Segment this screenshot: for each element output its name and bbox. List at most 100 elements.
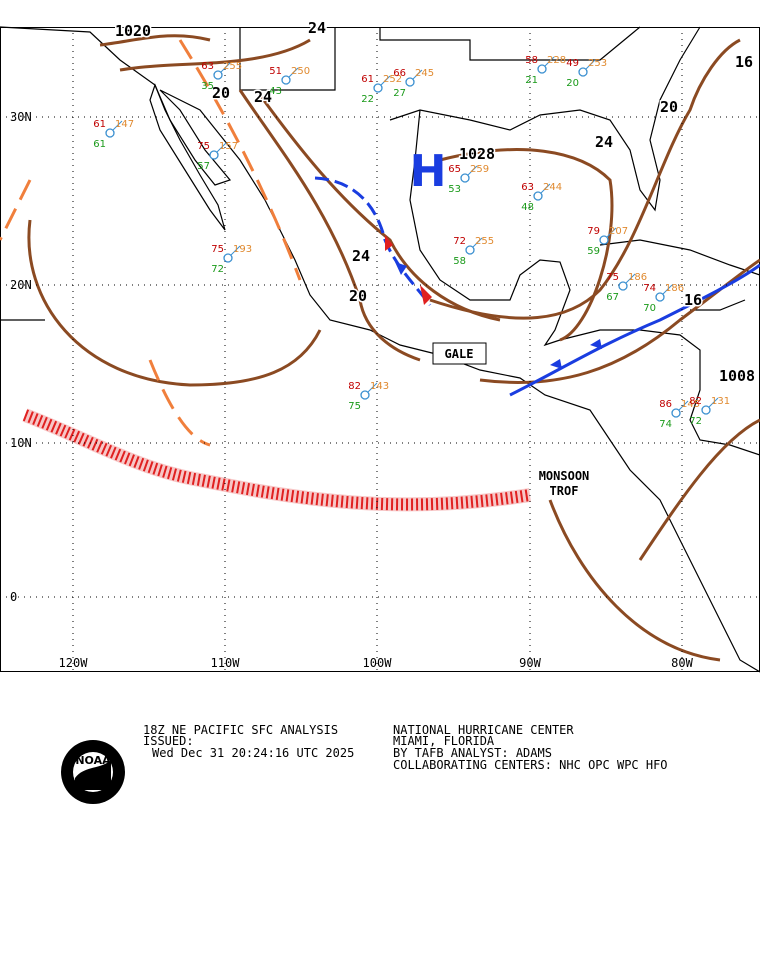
station-pressure: 147 — [115, 119, 134, 130]
station-pressure: 131 — [711, 396, 730, 407]
station-temp: 61 — [361, 74, 374, 85]
station-dew: 67 — [606, 292, 619, 303]
labels: 30N 20N 10N 0 120W 110W 100W 90W 80W 1020 24 20 24 10… — [10, 18, 757, 671]
footer-text: NATIONAL HURRICANE CENTER — [393, 723, 574, 737]
station-dew: 21 — [525, 75, 538, 86]
station-pressure: 228 — [547, 55, 566, 66]
trough-dashed — [0, 39, 302, 447]
station-pressure: 244 — [543, 182, 562, 193]
station-pressure: 255 — [475, 236, 494, 247]
isobar-label: 24 — [352, 247, 370, 265]
lat-label: 30N — [10, 110, 32, 124]
lon-label: 110W — [211, 656, 241, 670]
station-circle — [537, 64, 547, 74]
station-pressure: 259 — [470, 164, 489, 175]
station-temp: 61 — [93, 119, 106, 130]
isobar-label: 24 — [254, 88, 272, 106]
lat-label: 10N — [10, 436, 32, 450]
station-temp: 58 — [525, 55, 538, 66]
gale-label: GALE — [445, 347, 474, 361]
station-temp: 75 — [197, 141, 210, 152]
station-temp: 74 — [643, 283, 656, 294]
station-circle — [213, 70, 223, 80]
station-dew: 22 — [361, 94, 374, 105]
lon-label: 90W — [519, 656, 541, 670]
isobar-label: 16 — [735, 53, 753, 71]
station-dew: 74 — [659, 419, 672, 430]
lon-label: 100W — [363, 656, 393, 670]
station-circle — [209, 150, 219, 160]
station-temp: 75 — [211, 244, 224, 255]
station-circle — [460, 173, 470, 183]
station-dew: 48 — [521, 202, 534, 213]
monsoon-trough — [22, 409, 531, 511]
station-dew: 61 — [93, 139, 106, 150]
isobar-label: 1020 — [115, 22, 151, 40]
station-pressure: 255 — [223, 61, 242, 72]
footer-text: BY TAFB ANALYST: ADAMS — [393, 746, 552, 760]
station-pressure: 207 — [609, 226, 628, 237]
graticule — [0, 27, 760, 672]
station-temp: 49 — [566, 58, 579, 69]
station-temp: 82 — [689, 396, 702, 407]
station-temp: 86 — [659, 399, 672, 410]
station-circle — [671, 408, 681, 418]
station-pressure: 250 — [291, 66, 310, 77]
station-circle — [405, 77, 415, 87]
station-temp: 72 — [453, 236, 466, 247]
isobar-label: 20 — [660, 98, 678, 116]
station-temp: 63 — [521, 182, 534, 193]
isobar-label: 1028 — [459, 145, 495, 163]
isobar-label: 24 — [595, 133, 613, 151]
footer-text: Wed Dec 31 20:24:16 UTC 2025 — [152, 746, 354, 760]
footer-text: 18Z NE PACIFIC SFC ANALYSIS — [143, 723, 338, 737]
footer-text: MIAMI, FLORIDA — [393, 734, 495, 748]
station-circle — [655, 292, 665, 302]
station-pressure: 193 — [233, 244, 252, 255]
high-pressure: H — [410, 146, 447, 197]
station-dew: 59 — [587, 246, 600, 257]
monsoon-trough-band — [22, 408, 532, 512]
isobar-label: 20 — [349, 287, 367, 305]
station-pressure: 145 — [681, 399, 700, 410]
station-dew: 20 — [566, 78, 579, 89]
station-temp: 51 — [269, 66, 282, 77]
feature-label: MONSOON — [539, 469, 590, 483]
station-temp: 65 — [448, 164, 461, 175]
station-pressure: 157 — [219, 141, 238, 152]
station-circle — [281, 75, 291, 85]
station-temp: 82 — [348, 381, 361, 392]
station-circle — [105, 128, 115, 138]
noaa-logo — [61, 740, 125, 804]
lat-label: 0 — [10, 590, 17, 604]
lat-label: 20N — [10, 278, 32, 292]
lon-label: 120W — [59, 656, 89, 670]
lon-label: 80W — [671, 656, 693, 670]
station-circle — [465, 245, 475, 255]
coastlines — [0, 26, 760, 673]
station-temp: 66 — [393, 68, 406, 79]
station-pressure: 253 — [588, 58, 607, 69]
station-pressure: 245 — [415, 68, 434, 79]
isobar-label: 20 — [212, 84, 230, 102]
station-dew: 70 — [643, 303, 656, 314]
station-circle — [533, 191, 543, 201]
cold-front — [314, 176, 432, 306]
station-circle — [618, 281, 628, 291]
station-circle — [373, 83, 383, 93]
station-dew: 75 — [348, 401, 361, 412]
feature-label: TROF — [550, 484, 579, 498]
footer-text: ISSUED: — [143, 734, 194, 748]
station-pressure: 143 — [370, 381, 389, 392]
station-circle — [701, 405, 711, 415]
station-dew: 27 — [393, 88, 406, 99]
station-temp: 75 — [606, 272, 619, 283]
footer-text: COLLABORATING CENTERS: NHC OPC WPC HFO — [393, 758, 668, 772]
station-dew: 53 — [448, 184, 461, 195]
station-pressure: 252 — [383, 74, 402, 85]
station-temp: 63 — [201, 61, 214, 72]
station-dew: 35 — [201, 81, 214, 92]
station-circle — [360, 390, 370, 400]
